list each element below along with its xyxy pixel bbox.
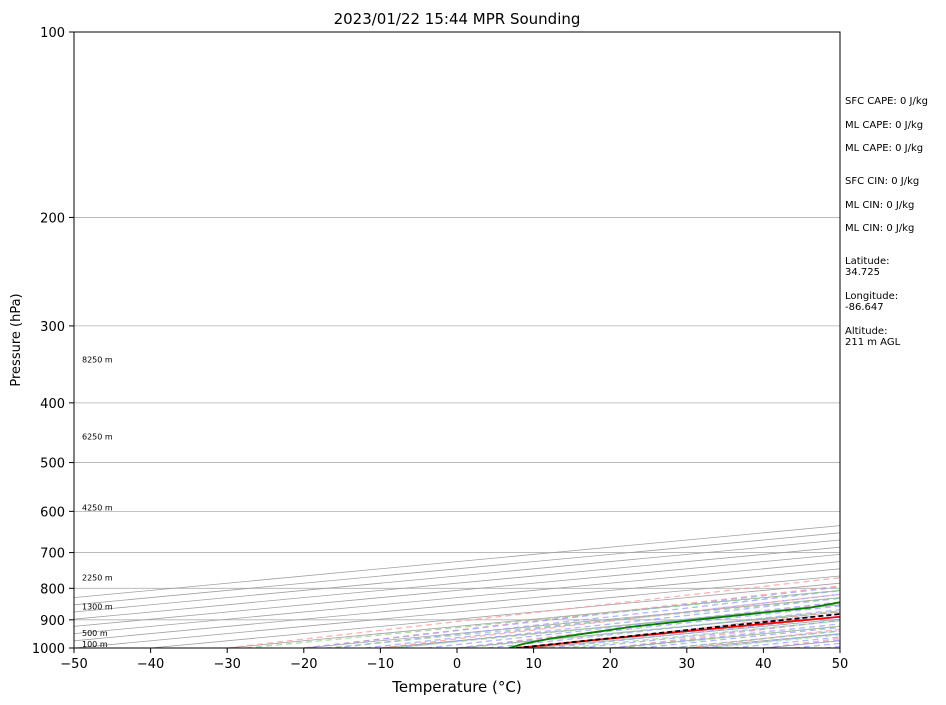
stats-panel: SFC CAPE: 0 J/kg ML CAPE: 0 J/kg ML CAPE… (845, 96, 928, 348)
y-axis-label: Pressure (hPa) (9, 293, 24, 386)
height-label: 4250 m (82, 503, 113, 512)
height-labels: 100 m 500 m 1300 m 2250 m 4250 m 6250 m 8250 m (82, 355, 113, 649)
y-tick-label: 300 (40, 320, 65, 335)
moist-adiabat-line (395, 597, 840, 648)
x-tick-label: −20 (290, 657, 317, 672)
height-label: 8250 m (82, 355, 113, 364)
mixing-ratio-line (461, 610, 840, 648)
x-tick-label: 40 (755, 657, 772, 672)
series-layer (508, 601, 840, 648)
sfc-cape-text: SFC CAPE: 0 J/kg (845, 96, 928, 107)
ml-cape-text: ML CAPE: 0 J/kg (845, 120, 923, 131)
y-tick-label: 100 (40, 26, 65, 41)
y-tick-label: 400 (40, 397, 65, 412)
y-tick-label: 500 (40, 457, 65, 472)
x-tick-label: −50 (60, 657, 87, 672)
x-tick-label: −30 (213, 657, 240, 672)
mixing-ratio-line (391, 603, 840, 648)
height-label: 6250 m (82, 432, 113, 441)
height-label: 100 m (82, 640, 108, 649)
y-tick-label: 1000 (32, 642, 65, 657)
ml-cin-text-2: ML CIN: 0 J/kg (845, 223, 914, 234)
isotherm-line (74, 539, 840, 613)
x-tick-label: 0 (453, 657, 461, 672)
x-tick-label: −10 (367, 657, 394, 672)
altitude-value: 211 m AGL (845, 337, 901, 348)
isotherm-line (74, 525, 840, 599)
y-tick-label: 600 (40, 505, 65, 520)
x-axis-ticks: −50 −40 −30 −20 −10 0 10 20 30 40 50 (60, 648, 848, 672)
x-tick-label: −40 (137, 657, 164, 672)
moist-adiabat-line (303, 586, 840, 648)
y-tick-label: 800 (40, 582, 65, 597)
x-tick-label: 30 (679, 657, 696, 672)
y-axis-ticks: 100 200 300 400 500 600 700 800 900 1000 (32, 26, 74, 657)
x-tick-label: 20 (602, 657, 619, 672)
y-tick-label: 700 (40, 547, 65, 562)
mixing-ratio-line (325, 597, 840, 648)
chart-title: 2023/01/22 15:44 MPR Sounding (334, 10, 581, 28)
ml-cape-text-2: ML CAPE: 0 J/kg (845, 143, 923, 154)
temperature-line (515, 615, 840, 648)
moist-adiabat-line (426, 601, 840, 648)
height-label: 500 m (82, 629, 108, 638)
y-tick-label: 200 (40, 211, 65, 226)
height-label: 2250 m (82, 574, 113, 583)
x-tick-label: 10 (525, 657, 542, 672)
x-axis-label: Temperature (°C) (391, 678, 521, 696)
latitude-label: Latitude: (845, 256, 890, 267)
latitude-value: 34.725 (845, 267, 880, 278)
longitude-value: -86.647 (845, 302, 884, 313)
longitude-label: Longitude: (845, 291, 898, 302)
altitude-label: Altitude: (845, 326, 887, 337)
height-label: 1300 m (82, 603, 113, 612)
isotherm-line (74, 532, 840, 606)
dewpoint-line (508, 601, 840, 648)
x-tick-label: 50 (832, 657, 849, 672)
y-tick-label: 900 (40, 614, 65, 629)
mixing-ratio-line (563, 620, 840, 648)
ml-cin-text: ML CIN: 0 J/kg (845, 200, 914, 211)
grid-layer (74, 32, 840, 648)
sfc-cin-text: SFC CIN: 0 J/kg (845, 176, 919, 187)
